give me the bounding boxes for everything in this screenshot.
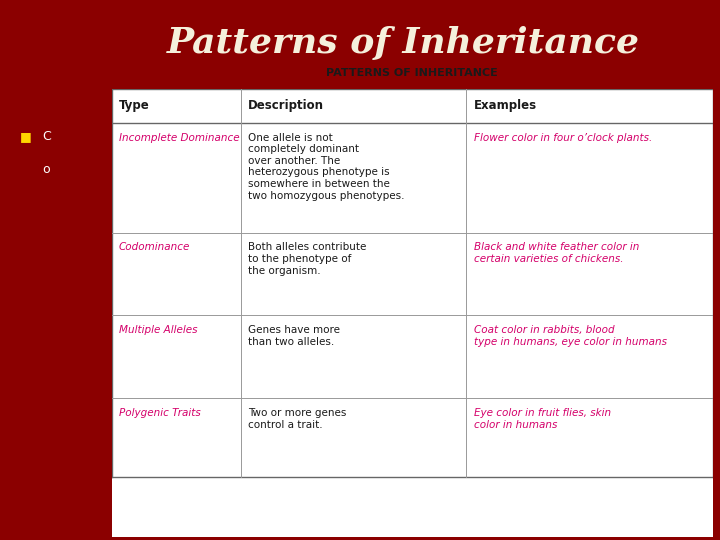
Text: Black and white feather color in
certain varieties of chickens.: Black and white feather color in certain… — [474, 242, 639, 264]
Text: Eye color in fruit flies, skin
color in humans: Eye color in fruit flies, skin color in … — [474, 408, 611, 430]
Text: Description: Description — [248, 99, 324, 112]
Text: Codominance: Codominance — [119, 242, 190, 252]
Text: PATTERNS OF INHERITANCE: PATTERNS OF INHERITANCE — [326, 68, 498, 78]
Text: Multiple Alleles: Multiple Alleles — [119, 325, 197, 335]
Text: Examples: Examples — [474, 99, 536, 112]
Text: Patterns of Inheritance: Patterns of Inheritance — [167, 26, 639, 60]
Text: Type: Type — [119, 99, 150, 112]
Text: ■: ■ — [20, 130, 32, 143]
Text: o: o — [42, 164, 50, 177]
Text: Polygenic Traits: Polygenic Traits — [119, 408, 201, 418]
Text: Two or more genes
control a trait.: Two or more genes control a trait. — [248, 408, 346, 430]
Text: Flower color in four o’clock plants.: Flower color in four o’clock plants. — [474, 133, 652, 143]
Text: C: C — [42, 130, 51, 143]
Text: Incomplete Dominance: Incomplete Dominance — [119, 133, 240, 143]
Text: One allele is not
completely dominant
over another. The
heterozygous phenotype i: One allele is not completely dominant ov… — [248, 133, 405, 200]
Text: Both alleles contribute
to the phenotype of
the organism.: Both alleles contribute to the phenotype… — [248, 242, 366, 275]
Text: Genes have more
than two alleles.: Genes have more than two alleles. — [248, 325, 340, 347]
Text: Coat color in rabbits, blood
type in humans, eye color in humans: Coat color in rabbits, blood type in hum… — [474, 325, 667, 347]
